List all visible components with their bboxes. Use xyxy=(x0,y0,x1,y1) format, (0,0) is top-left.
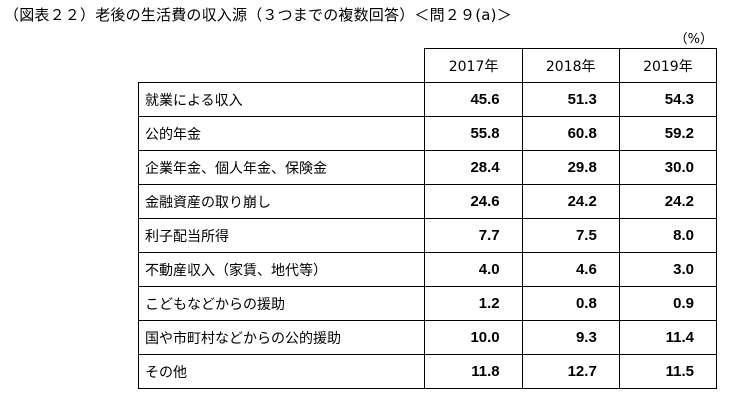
data-cell: 11.5 xyxy=(618,354,718,389)
row-label: 不動産収入（家賃、地代等） xyxy=(137,252,426,287)
data-cell: 29.8 xyxy=(521,150,620,185)
row-label: 公的年金 xyxy=(137,116,426,151)
data-cell: 11.4 xyxy=(618,320,718,355)
column-header: 2018年 xyxy=(521,48,620,83)
row-label: 金融資産の取り崩し xyxy=(137,184,426,219)
data-cell: 54.3 xyxy=(618,82,718,117)
table-row: 金融資産の取り崩し 24.6 24.2 24.2 xyxy=(137,184,718,219)
data-cell: 45.6 xyxy=(424,82,523,117)
table-row: 公的年金 55.8 60.8 59.2 xyxy=(137,116,718,151)
data-cell: 7.7 xyxy=(424,218,523,253)
data-cell: 0.8 xyxy=(521,286,620,321)
row-label: こどもなどからの援助 xyxy=(137,286,426,321)
data-cell: 55.8 xyxy=(424,116,523,151)
data-table: 2017年 2018年 2019年 就業による収入 45.6 51.3 54.3… xyxy=(137,48,718,389)
row-label: 企業年金、個人年金、保険金 xyxy=(137,150,426,185)
row-label: 就業による収入 xyxy=(137,82,426,117)
row-label: その他 xyxy=(137,354,426,389)
data-cell: 30.0 xyxy=(618,150,718,185)
data-cell: 24.2 xyxy=(618,184,718,219)
data-cell: 7.5 xyxy=(521,218,620,253)
data-cell: 60.8 xyxy=(521,116,620,151)
data-cell: 24.6 xyxy=(424,184,523,219)
column-header: 2019年 xyxy=(618,48,718,83)
header-blank-cell xyxy=(138,48,426,83)
header-row: 2017年 2018年 2019年 xyxy=(138,48,718,83)
data-cell: 28.4 xyxy=(424,150,523,185)
table-row: 不動産収入（家賃、地代等） 4.0 4.6 3.0 xyxy=(137,252,718,287)
data-cell: 8.0 xyxy=(618,218,718,253)
unit-label: （%） xyxy=(674,32,713,47)
data-cell: 9.3 xyxy=(521,320,620,355)
table-row: こどもなどからの援助 1.2 0.8 0.9 xyxy=(137,286,718,321)
data-cell: 10.0 xyxy=(424,320,523,355)
data-cell: 12.7 xyxy=(521,354,620,389)
table-row: 就業による収入 45.6 51.3 54.3 xyxy=(137,82,718,117)
column-header: 2017年 xyxy=(424,48,523,83)
data-cell: 24.2 xyxy=(521,184,620,219)
data-cell: 59.2 xyxy=(618,116,718,151)
data-cell: 0.9 xyxy=(618,286,718,321)
data-cell: 51.3 xyxy=(521,82,620,117)
table-row: 企業年金、個人年金、保険金 28.4 29.8 30.0 xyxy=(137,150,718,185)
table-row: 利子配当所得 7.7 7.5 8.0 xyxy=(137,218,718,253)
table-row: 国や市町村などからの公的援助 10.0 9.3 11.4 xyxy=(137,320,718,355)
data-cell: 4.0 xyxy=(424,252,523,287)
data-cell: 1.2 xyxy=(424,286,523,321)
row-label: 国や市町村などからの公的援助 xyxy=(137,320,426,355)
data-cell: 4.6 xyxy=(521,252,620,287)
chart-title: （図表２２）老後の生活費の収入源（３つまでの複数回答）＜問２９(a)＞ xyxy=(4,6,512,24)
table-row: その他 11.8 12.7 11.5 xyxy=(137,354,718,389)
row-label: 利子配当所得 xyxy=(137,218,426,253)
data-cell: 3.0 xyxy=(618,252,718,287)
data-cell: 11.8 xyxy=(424,354,523,389)
